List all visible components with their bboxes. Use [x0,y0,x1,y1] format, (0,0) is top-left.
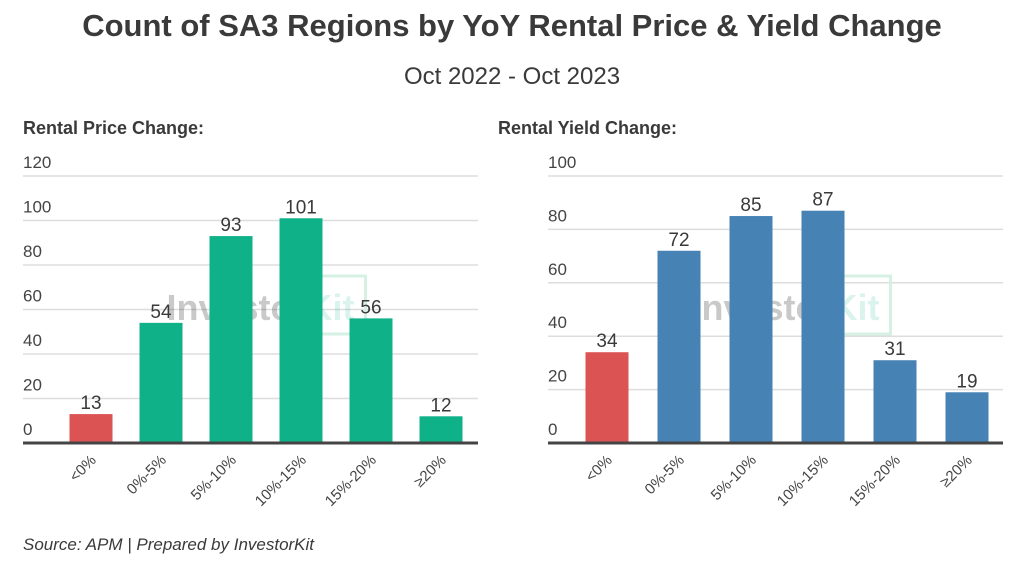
x-tick-label: 5%-10% [188,452,240,504]
bar [279,218,323,443]
price-chart-heading: Rental Price Change: [23,118,204,138]
bar [585,352,629,443]
x-tick-label: <0% [582,452,616,486]
x-tick-label: ≥20% [937,452,976,491]
data-label: 54 [150,302,172,323]
data-label: 87 [812,190,833,211]
watermark-logo: InvestorKit [691,287,879,328]
x-tick-label: 0%-5% [642,452,688,498]
yield-change-chart: 0 20 40 60 80 100 InvestorKit 34 <0% 72 0%-5% 85 5%-… [548,153,1003,510]
watermark-logo: InvestorKit [166,287,354,328]
y-tick-label: 0 [23,420,32,439]
data-label: 34 [596,331,618,352]
x-tick-label: 10%-15% [252,452,310,510]
x-tick-label: 0%-5% [124,452,170,498]
price-change-chart: 0 20 40 60 80 100 120 InvestorKit 13 <0% 54 0%-5% 93… [23,153,478,510]
y-tick-label: 60 [23,287,42,306]
bar [139,322,183,443]
x-tick-label: 15%-20% [322,452,380,510]
x-tick-label: <0% [66,452,100,486]
data-label: 19 [956,371,977,392]
data-label: 12 [430,395,451,416]
data-label: 31 [884,339,905,360]
bar [729,216,773,443]
source-note: Source: APM | Prepared by InvestorKit [23,535,315,554]
bar [349,318,393,443]
y-tick-label: 20 [548,367,567,386]
y-tick-label: 40 [548,313,567,332]
y-tick-label: 20 [23,376,42,395]
y-tick-label: 60 [548,260,567,279]
y-tick-label: 80 [23,242,42,261]
data-label: 85 [740,195,761,216]
bar [801,210,845,443]
chart-title: Count of SA3 Regions by YoY Rental Price… [82,8,942,43]
data-label: 13 [80,393,101,414]
bar [657,250,701,443]
x-tick-label: 5%-10% [708,452,760,504]
x-tick-label: 10%-15% [774,452,832,510]
bar [69,414,113,443]
y-tick-label: 0 [548,420,557,439]
data-label: 101 [285,197,317,218]
y-tick-label: 40 [23,331,42,350]
x-tick-label: ≥20% [411,452,450,491]
y-tick-label: 120 [23,153,51,172]
y-tick-label: 80 [548,206,567,225]
data-label: 72 [668,230,689,251]
yield-chart-heading: Rental Yield Change: [498,118,677,138]
bar [873,360,917,443]
bar [419,416,463,443]
data-label: 56 [360,297,381,318]
chart-subtitle: Oct 2022 - Oct 2023 [404,63,620,90]
bar [209,236,253,443]
x-tick-label: 15%-20% [846,452,904,510]
y-tick-label: 100 [23,198,51,217]
y-tick-label: 100 [548,153,576,172]
data-label: 93 [220,215,241,236]
bar [945,392,989,443]
